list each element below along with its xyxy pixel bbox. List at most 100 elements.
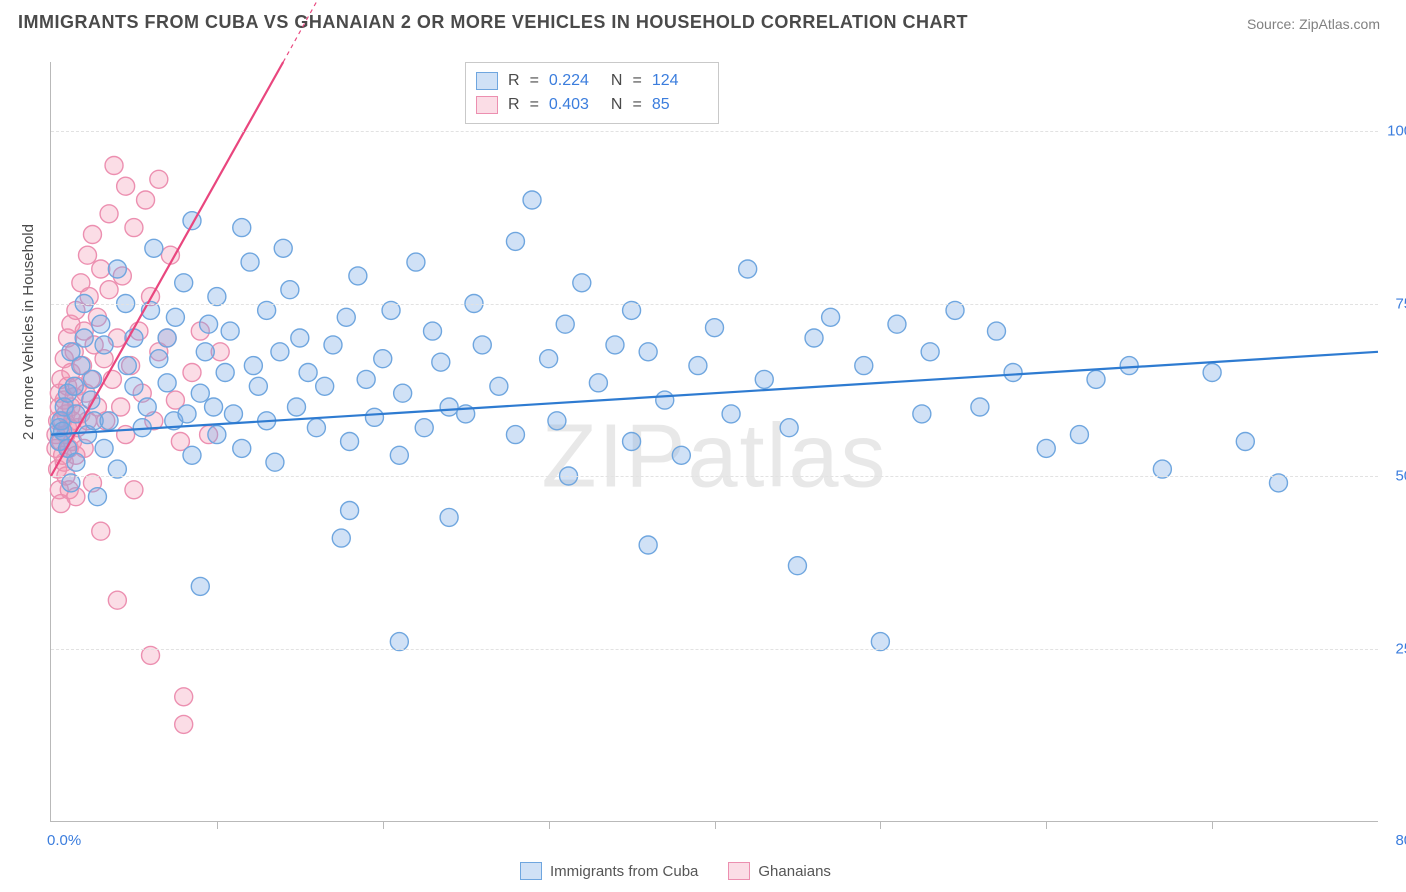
data-point-cuba xyxy=(67,453,85,471)
data-point-cuba xyxy=(200,315,218,333)
x-tick xyxy=(880,821,881,829)
data-point-cuba xyxy=(175,274,193,292)
data-point-cuba xyxy=(316,377,334,395)
data-point-cuba xyxy=(208,426,226,444)
data-point-cuba xyxy=(83,370,101,388)
data-point-cuba xyxy=(224,405,242,423)
swatch-ghana xyxy=(476,96,498,114)
data-point-cuba xyxy=(307,419,325,437)
data-point-cuba xyxy=(855,357,873,375)
data-point-cuba xyxy=(233,219,251,237)
data-point-cuba xyxy=(440,508,458,526)
data-point-cuba xyxy=(390,446,408,464)
data-point-cuba xyxy=(606,336,624,354)
data-point-cuba xyxy=(374,350,392,368)
data-point-cuba xyxy=(281,281,299,299)
data-point-cuba xyxy=(216,364,234,382)
data-point-cuba xyxy=(324,336,342,354)
data-point-cuba xyxy=(1236,433,1254,451)
chart-title: IMMIGRANTS FROM CUBA VS GHANAIAN 2 OR MO… xyxy=(18,12,968,33)
data-point-cuba xyxy=(166,308,184,326)
data-point-cuba xyxy=(805,329,823,347)
data-point-cuba xyxy=(108,260,126,278)
data-point-ghana xyxy=(100,281,118,299)
data-point-cuba xyxy=(178,405,196,423)
data-point-cuba xyxy=(337,308,355,326)
legend-item-cuba: Immigrants from Cuba xyxy=(520,862,698,880)
data-point-cuba xyxy=(191,577,209,595)
stat-row-cuba: R = 0.224 N = 124 xyxy=(476,69,704,93)
x-tick xyxy=(549,821,550,829)
data-point-cuba xyxy=(205,398,223,416)
data-point-cuba xyxy=(88,488,106,506)
data-point-cuba xyxy=(365,408,383,426)
data-point-ghana xyxy=(92,260,110,278)
data-point-cuba xyxy=(888,315,906,333)
gridline xyxy=(51,304,1378,305)
data-point-cuba xyxy=(95,336,113,354)
data-point-cuba xyxy=(249,377,267,395)
gridline xyxy=(51,131,1378,132)
cuba-r: 0.224 xyxy=(549,72,601,90)
data-point-cuba xyxy=(191,384,209,402)
data-point-cuba xyxy=(125,377,143,395)
data-point-cuba xyxy=(1004,364,1022,382)
data-point-cuba xyxy=(291,329,309,347)
data-point-cuba xyxy=(706,319,724,337)
stat-legend: R = 0.224 N = 124 R = 0.403 N = 85 xyxy=(465,62,719,124)
data-point-ghana xyxy=(175,715,193,733)
data-point-cuba xyxy=(589,374,607,392)
data-point-cuba xyxy=(1037,439,1055,457)
data-point-cuba xyxy=(689,357,707,375)
data-point-ghana xyxy=(83,226,101,244)
data-point-cuba xyxy=(523,191,541,209)
data-point-cuba xyxy=(233,439,251,457)
data-point-cuba xyxy=(921,343,939,361)
data-point-cuba xyxy=(349,267,367,285)
source-label: Source: ZipAtlas.com xyxy=(1247,16,1380,32)
data-point-cuba xyxy=(722,405,740,423)
data-point-cuba xyxy=(548,412,566,430)
data-point-cuba xyxy=(1120,357,1138,375)
legend-label-ghana: Ghanaians xyxy=(758,863,831,880)
data-point-cuba xyxy=(1070,426,1088,444)
x-tick xyxy=(715,821,716,829)
data-point-cuba xyxy=(271,343,289,361)
n-label: N xyxy=(611,96,623,114)
data-point-cuba xyxy=(394,384,412,402)
data-point-cuba xyxy=(299,364,317,382)
data-point-cuba xyxy=(158,374,176,392)
data-point-cuba xyxy=(672,446,690,464)
data-point-cuba xyxy=(739,260,757,278)
data-point-cuba xyxy=(490,377,508,395)
data-point-cuba xyxy=(540,350,558,368)
data-point-cuba xyxy=(755,370,773,388)
data-point-cuba xyxy=(506,426,524,444)
data-point-cuba xyxy=(656,391,674,409)
ghana-n: 85 xyxy=(652,96,704,114)
data-point-cuba xyxy=(244,357,262,375)
data-point-ghana xyxy=(150,170,168,188)
data-point-ghana xyxy=(105,157,123,175)
legend-item-ghana: Ghanaians xyxy=(728,862,831,880)
data-point-cuba xyxy=(196,343,214,361)
data-point-cuba xyxy=(75,329,93,347)
cuba-n: 124 xyxy=(652,72,704,90)
swatch-cuba xyxy=(476,72,498,90)
data-point-cuba xyxy=(822,308,840,326)
x-tick xyxy=(1212,821,1213,829)
data-point-cuba xyxy=(183,446,201,464)
eq: = xyxy=(632,96,641,114)
data-point-cuba xyxy=(145,239,163,257)
x-min-label: 0.0% xyxy=(47,832,81,849)
eq: = xyxy=(632,72,641,90)
data-point-cuba xyxy=(913,405,931,423)
data-point-cuba xyxy=(54,422,72,440)
y-tick-label: 100.0% xyxy=(1384,123,1406,140)
n-label: N xyxy=(611,72,623,90)
data-point-cuba xyxy=(780,419,798,437)
data-point-cuba xyxy=(432,353,450,371)
data-point-ghana xyxy=(137,191,155,209)
data-point-cuba xyxy=(287,398,305,416)
data-point-cuba xyxy=(341,502,359,520)
